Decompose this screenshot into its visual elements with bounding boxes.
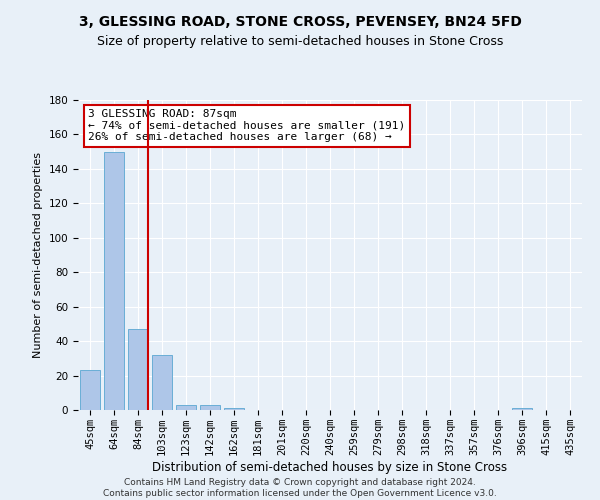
Text: Size of property relative to semi-detached houses in Stone Cross: Size of property relative to semi-detach… (97, 35, 503, 48)
Y-axis label: Number of semi-detached properties: Number of semi-detached properties (33, 152, 43, 358)
Text: 3 GLESSING ROAD: 87sqm
← 74% of semi-detached houses are smaller (191)
26% of se: 3 GLESSING ROAD: 87sqm ← 74% of semi-det… (88, 110, 406, 142)
Text: Contains HM Land Registry data © Crown copyright and database right 2024.
Contai: Contains HM Land Registry data © Crown c… (103, 478, 497, 498)
Bar (80, 370, 100, 410)
Bar (512, 408, 532, 410)
Bar (152, 355, 172, 410)
Bar (104, 152, 124, 410)
Bar (200, 405, 220, 410)
Bar (128, 329, 148, 410)
Bar (176, 405, 196, 410)
Text: 3, GLESSING ROAD, STONE CROSS, PEVENSEY, BN24 5FD: 3, GLESSING ROAD, STONE CROSS, PEVENSEY,… (79, 15, 521, 29)
X-axis label: Distribution of semi-detached houses by size in Stone Cross: Distribution of semi-detached houses by … (152, 460, 508, 473)
Bar (224, 408, 244, 410)
